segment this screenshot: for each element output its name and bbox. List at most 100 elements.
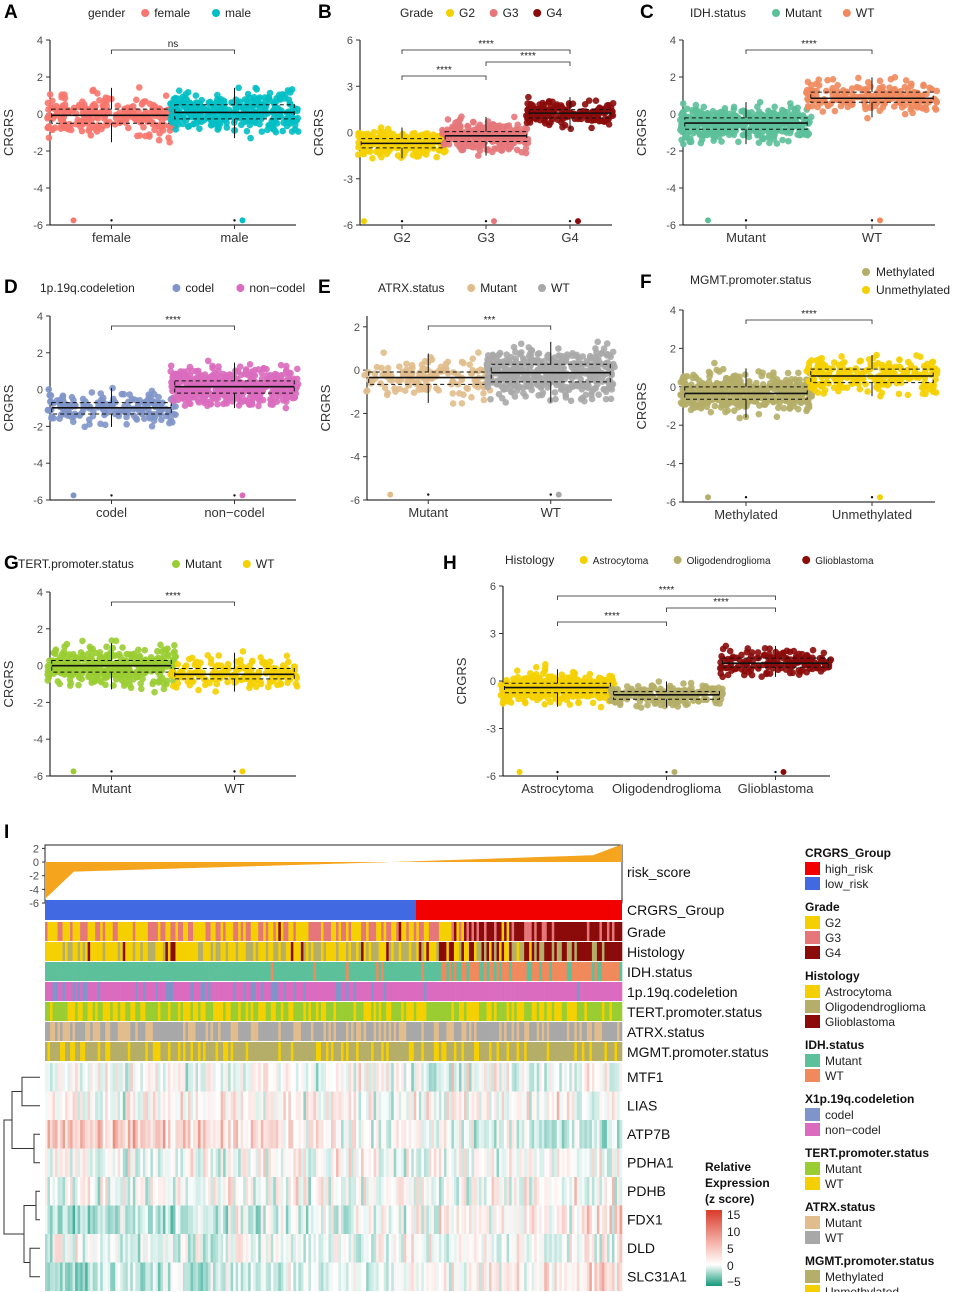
data-point (378, 364, 385, 372)
x-tick-label: Unmethylated (832, 507, 912, 522)
data-point (751, 127, 759, 135)
data-point (555, 345, 562, 352)
data-point (204, 114, 211, 122)
data-point (862, 380, 869, 388)
data-point (575, 698, 582, 706)
outlier-dot (233, 219, 236, 222)
data-point (819, 108, 827, 115)
data-point (907, 106, 915, 113)
data-point (533, 663, 540, 671)
data-point (79, 98, 86, 106)
data-point (171, 648, 178, 655)
data-point (137, 118, 145, 126)
legend-key (141, 9, 150, 17)
data-point (480, 396, 488, 404)
data-point (180, 98, 187, 105)
data-point (109, 384, 116, 392)
data-point (831, 107, 839, 115)
data-point (760, 135, 767, 143)
data-point (151, 390, 158, 398)
data-point (288, 86, 296, 93)
data-point (458, 400, 466, 407)
outlier-dot (549, 493, 552, 496)
outlier-dot (233, 770, 236, 773)
data-point (479, 142, 487, 149)
data-point (160, 653, 167, 661)
data-point (171, 641, 178, 649)
legend-item: non−codel (249, 281, 305, 295)
data-point (415, 152, 423, 160)
data-point (753, 379, 760, 387)
data-point (741, 115, 749, 123)
outlier-point (70, 768, 77, 775)
data-point (694, 402, 702, 410)
data-point (730, 103, 738, 111)
data-point (739, 108, 747, 115)
data-point (518, 349, 525, 356)
data-point (186, 363, 194, 371)
data-point (56, 415, 63, 422)
data-point (929, 358, 937, 366)
data-point (856, 358, 864, 365)
data-point (525, 370, 532, 378)
data-point (780, 404, 788, 412)
data-point (495, 368, 502, 375)
data-point (76, 412, 83, 419)
data-point (145, 131, 153, 138)
data-point (145, 400, 152, 408)
y-tick-label: 0 (354, 365, 360, 377)
data-point (755, 410, 763, 418)
data-point (45, 664, 52, 672)
y-axis-label: CRGRS (454, 657, 469, 704)
legend-title: Grade (400, 6, 434, 20)
data-point (138, 685, 145, 693)
y-tick-label: 3 (490, 629, 496, 641)
data-point (94, 115, 102, 122)
y-axis-label: CRGRS (1, 660, 16, 707)
data-point (60, 648, 68, 655)
significance-label: ns (168, 39, 179, 50)
data-point (47, 397, 54, 405)
y-tick-label: -6 (33, 220, 43, 232)
data-point (838, 353, 845, 360)
data-point (785, 125, 793, 133)
data-point (113, 661, 121, 668)
data-point (544, 384, 551, 391)
data-point (51, 124, 59, 131)
data-point (906, 373, 913, 381)
data-point (396, 363, 403, 370)
data-point (545, 99, 553, 106)
data-point (575, 357, 583, 364)
data-point (507, 143, 514, 151)
outlier-dot (568, 219, 572, 223)
data-point (46, 91, 54, 98)
data-point (377, 124, 385, 131)
data-point (287, 369, 294, 377)
legend-key (579, 556, 588, 564)
data-point (517, 340, 525, 348)
data-point (44, 677, 51, 684)
y-tick-label: 0 (37, 661, 43, 673)
data-point (735, 138, 742, 146)
data-point (246, 684, 253, 692)
data-point (142, 656, 149, 663)
data-point (384, 125, 392, 133)
y-tick-label: 0 (347, 128, 353, 140)
legend-key (236, 284, 245, 292)
data-point (804, 78, 812, 86)
data-point (755, 139, 763, 147)
outlier-dot (744, 496, 748, 499)
data-point (126, 391, 133, 398)
data-point (896, 356, 903, 364)
y-tick-label: -6 (343, 220, 353, 232)
data-point (158, 416, 165, 424)
data-point (172, 403, 179, 410)
data-point (779, 136, 786, 144)
y-tick-label: -3 (486, 724, 496, 736)
data-point (475, 349, 482, 356)
legend-key (862, 268, 870, 276)
data-point (204, 357, 212, 365)
data-point (111, 121, 119, 128)
legend-item: Unmethylated (876, 283, 950, 297)
data-point (66, 682, 74, 689)
